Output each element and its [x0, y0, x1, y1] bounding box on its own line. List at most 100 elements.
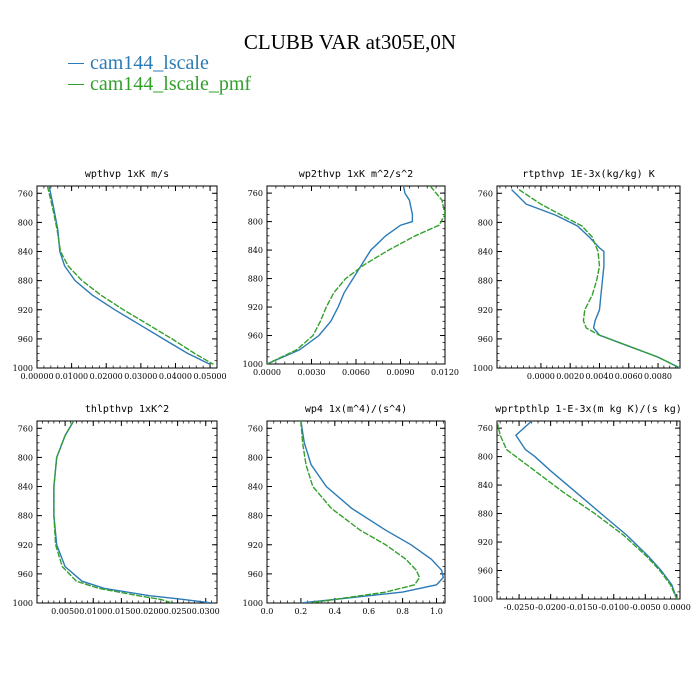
y-tick-label-0-6: 1000 — [13, 364, 33, 373]
x-tick-label-2-3: 0.0060 — [615, 372, 643, 381]
y-tick-label-2-0: 760 — [478, 189, 493, 198]
x-tick-label-5-4: -0.0050 — [630, 603, 661, 612]
panel-title-5: wprtpthlp 1-E-3x(m kg K)/(s kg) — [495, 404, 682, 415]
x-tick-label-3-0: 0.0050 — [51, 607, 79, 616]
panel-title-3: thlpthvp 1xK^2 — [85, 404, 169, 415]
y-tick-label-0-4: 920 — [18, 306, 33, 315]
series-line-cam144-lscale-4 — [300, 421, 445, 603]
y-tick-label-2-1: 800 — [478, 218, 493, 227]
y-tick-label-5-4: 920 — [478, 538, 493, 547]
y-tick-label-4-1: 800 — [248, 453, 263, 462]
x-tick-label-5-5: 0.0000 — [663, 603, 691, 612]
y-tick-label-5-0: 760 — [478, 424, 493, 433]
y-tick-label-4-0: 760 — [248, 424, 263, 433]
y-tick-label-5-2: 840 — [478, 481, 493, 490]
plot-frame-0 — [36, 185, 218, 369]
x-tick-label-2-0: 0.0000 — [527, 372, 555, 381]
plot-frame-2 — [496, 185, 681, 369]
series-line-cam144-lscale-pmf-2 — [518, 189, 680, 368]
x-tick-label-1-3: 0.0090 — [387, 368, 415, 377]
x-tick-label-3-5: 0.0300 — [192, 607, 220, 616]
legend-item-cam144-lscale-pmf: cam144_lscale_pmf — [68, 73, 251, 96]
y-tick-label-5-3: 880 — [478, 510, 493, 519]
x-tick-label-3-2: 0.0150 — [107, 607, 135, 616]
x-tick-label-3-4: 0.0250 — [164, 607, 192, 616]
x-tick-label-1-4: 0.0120 — [431, 368, 459, 377]
chart-panel-5: wprtpthlp 1-E-3x(m kg K)/(s kg)760 800 840… — [473, 404, 691, 612]
y-tick-label-2-6: 1000 — [473, 364, 493, 373]
legend-label-cam144-lscale: cam144_lscale — [90, 52, 209, 74]
x-tick-label-1-1: 0.0030 — [298, 368, 326, 377]
x-tick-label-4-5: 1.0 — [430, 607, 443, 616]
x-tick-label-1-2: 0.0060 — [342, 368, 370, 377]
series-line-cam144-lscale-1 — [267, 186, 414, 364]
y-tick-label-5-6: 1000 — [473, 595, 493, 604]
y-tick-label-2-4: 920 — [478, 306, 493, 315]
y-tick-label-0-3: 880 — [18, 277, 33, 286]
x-tick-label-0-0: 0.00000 — [20, 372, 53, 381]
x-tick-label-2-1: 0.0020 — [556, 372, 584, 381]
y-tick-label-0-1: 800 — [18, 218, 33, 227]
panel-title-1: wp2thvp 1xK m^2/s^2 — [299, 169, 413, 180]
chart-panel-1: wp2thvp 1xK m^2/s^2 760 800 840 880 920 960 100… — [243, 169, 459, 377]
y-tick-label-1-3: 880 — [248, 275, 263, 284]
y-tick-label-1-0: 760 — [248, 189, 263, 198]
legend-swatch-cam144-lscale-pmf — [68, 84, 84, 85]
y-tick-label-5-5: 960 — [478, 567, 493, 576]
y-tick-label-1-6: 1000 — [243, 360, 263, 369]
y-tick-label-3-4: 920 — [18, 541, 33, 550]
x-tick-label-2-4: 0.0080 — [644, 372, 672, 381]
x-tick-label-0-1: 0.01000 — [55, 372, 88, 381]
x-tick-label-0-5: 0.05000 — [194, 372, 227, 381]
y-tick-label-1-4: 920 — [248, 303, 263, 312]
y-tick-label-3-0: 760 — [18, 424, 33, 433]
x-tick-label-0-3: 0.03000 — [124, 372, 157, 381]
y-tick-label-4-5: 960 — [248, 570, 263, 579]
chart-panel-0: wpthvp 1xK m/s 760 800 840 880 920 960 10000.00… — [13, 169, 227, 381]
x-tick-label-4-4: 0.8 — [396, 607, 409, 616]
legend-label-cam144-lscale-pmf: cam144_lscale_pmf — [90, 73, 252, 95]
y-tick-label-1-1: 800 — [248, 218, 263, 227]
plot-frame-4 — [266, 420, 446, 604]
series-line-cam144-lscale-5 — [514, 421, 678, 599]
series-line-cam144-lscale-pmf-4 — [300, 421, 421, 603]
chart-panel-4: wp4 1x(m^4)/(s^4)76080084088092096010000… — [243, 404, 446, 616]
y-tick-label-4-6: 1000 — [243, 599, 263, 608]
x-tick-label-3-3: 0.0200 — [136, 607, 164, 616]
y-tick-label-2-3: 880 — [478, 277, 493, 286]
y-tick-label-1-5: 960 — [248, 332, 263, 341]
y-tick-label-4-4: 920 — [248, 541, 263, 550]
y-tick-label-3-6: 1000 — [13, 599, 33, 608]
series-line-cam144-lscale-0 — [48, 186, 211, 366]
y-tick-label-1-2: 840 — [248, 246, 263, 255]
x-tick-label-5-1: -0.0200 — [535, 603, 566, 612]
x-tick-label-2-2: 0.0040 — [585, 372, 613, 381]
x-tick-label-5-0: -0.0250 — [504, 603, 535, 612]
x-tick-label-4-3: 0.6 — [362, 607, 375, 616]
y-tick-label-0-2: 840 — [18, 248, 33, 257]
x-tick-label-4-0: 0.0 — [261, 607, 274, 616]
panel-title-4: wp4 1x(m^4)/(s^4) — [305, 404, 407, 415]
y-tick-label-3-3: 880 — [18, 512, 33, 521]
x-tick-label-5-2: -0.0150 — [567, 603, 598, 612]
series-line-cam144-lscale-3 — [53, 421, 212, 603]
y-tick-label-3-1: 800 — [18, 453, 33, 462]
series-line-cam144-lscale-pmf-0 — [46, 186, 214, 366]
chart-panel-2: rtpthvp 1E-3x(kg/kg) K 760 800 840 880 920 960… — [473, 169, 681, 381]
y-tick-label-0-0: 760 — [18, 189, 33, 198]
y-tick-label-2-5: 960 — [478, 335, 493, 344]
series-line-cam144-lscale-2 — [511, 189, 680, 368]
y-tick-label-4-3: 880 — [248, 512, 263, 521]
panel-title-0: wpthvp 1xK m/s — [85, 169, 169, 180]
x-tick-label-0-2: 0.02000 — [90, 372, 123, 381]
x-tick-label-1-0: 0.0000 — [253, 368, 281, 377]
y-tick-label-5-1: 800 — [478, 453, 493, 462]
series-line-cam144-lscale-pmf-1 — [267, 186, 445, 364]
chart-panel-3: thlpthvp 1xK^2 760 800 840 880 920 960 1000 0.00… — [13, 404, 220, 616]
y-tick-label-4-2: 840 — [248, 483, 263, 492]
legend-item-cam144-lscale: cam144_lscale — [68, 52, 209, 75]
x-tick-label-0-4: 0.04000 — [159, 372, 192, 381]
y-tick-label-2-2: 840 — [478, 248, 493, 257]
series-line-cam144-lscale-pmf-3 — [53, 421, 173, 603]
y-tick-label-0-5: 960 — [18, 335, 33, 344]
